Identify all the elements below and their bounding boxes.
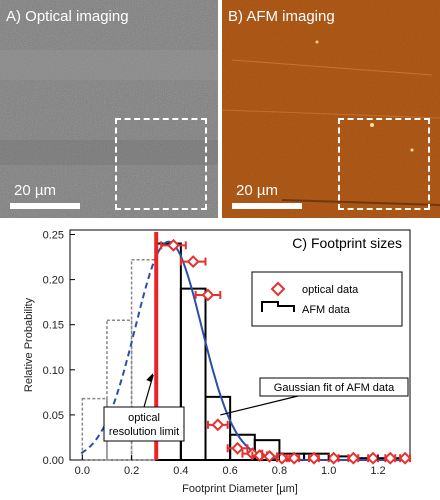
optical-data-point [167, 238, 180, 252]
y-tick-label: 0.05 [43, 410, 64, 422]
afm-bin-below-limit [130, 259, 157, 461]
optical-data-point [287, 451, 301, 465]
legend-afm-label: AFM data [302, 304, 351, 316]
x-tick-label: 0.4 [173, 465, 188, 477]
x-tick-label: 0.8 [272, 465, 287, 477]
afm-image-panel: B) AFM imaging 20 µm [222, 0, 440, 218]
afm-panel-label: B) AFM imaging [228, 8, 335, 25]
legend-afm-symbol [261, 301, 295, 312]
y-tick-label: 0.10 [43, 365, 64, 377]
optical-data-point [231, 441, 244, 455]
resolution-annotation-line1: optical [128, 412, 160, 424]
y-tick-label: 0.20 [43, 275, 64, 287]
chart-title: C) Footprint sizes [292, 235, 402, 251]
optical-data-point [366, 451, 380, 465]
x-tick-label: 0.0 [75, 465, 90, 477]
legend-box [251, 271, 403, 327]
x-tick-label: 1.0 [321, 465, 336, 477]
optical-data-point [327, 451, 341, 465]
optical-scale-label: 20 µm [14, 182, 56, 199]
y-axis-title: Relative Probability [23, 297, 35, 392]
x-tick-label: 0.2 [124, 465, 139, 477]
legend-optical-label: optical data [302, 284, 359, 296]
optical-image-panel: A) Optical imaging 20 µm [0, 0, 218, 218]
resolution-annotation-arrowhead [146, 373, 154, 382]
optical-panel-label: A) Optical imaging [6, 8, 129, 25]
fit-annotation-label: Gaussian fit of AFM data [274, 382, 395, 394]
resolution-annotation-box [103, 406, 185, 442]
afm-texture [222, 0, 440, 218]
gaussian-fit-dashed [80, 258, 156, 454]
optical-data-point [346, 451, 360, 465]
optical-data-point [398, 451, 412, 465]
resolution-annotation-arrow [143, 374, 154, 408]
optical-data-point [383, 451, 397, 465]
optical-texture [0, 0, 218, 218]
afm-scale-label: 20 µm [236, 182, 278, 199]
afm-scale-bar [232, 203, 302, 209]
afm-histogram-bar [204, 395, 232, 462]
afm-bin-below-limit [106, 319, 133, 461]
optical-data-point [186, 255, 200, 268]
optical-data-point [211, 418, 225, 432]
resolution-annotation-line2: resolution limit [109, 426, 179, 438]
optical-inset-box [115, 118, 207, 210]
optical-data-point [307, 451, 321, 465]
x-tick-label: 1.2 [370, 465, 385, 477]
optical-data-point [263, 449, 276, 463]
x-tick-label: 0.6 [222, 465, 237, 477]
optical-scale-bar [10, 203, 80, 209]
afm-histogram-bar [179, 287, 207, 461]
optical-data-point [201, 288, 215, 302]
fit-annotation-arrow [220, 395, 299, 416]
footprint-chart: 0.00 0.05 0.10 0.15 0.20 0.25 0.0 0.2 0.4 0.6 0.8 1… [0, 220, 440, 500]
x-axis-title: Footprint Diameter [µm] [182, 483, 298, 495]
y-tick-label: 0.25 [43, 230, 64, 242]
footprint-chart-svg: 0.00 0.05 0.10 0.15 0.20 0.25 0.0 0.2 0.4 0.6 0.8 1… [23, 229, 412, 495]
afm-inset-box [338, 118, 430, 210]
legend-optical-symbol [270, 281, 286, 297]
fit-annotation-box [259, 377, 409, 397]
y-tick-label: 0.15 [43, 320, 64, 332]
y-tick-label: 0.00 [43, 455, 64, 467]
